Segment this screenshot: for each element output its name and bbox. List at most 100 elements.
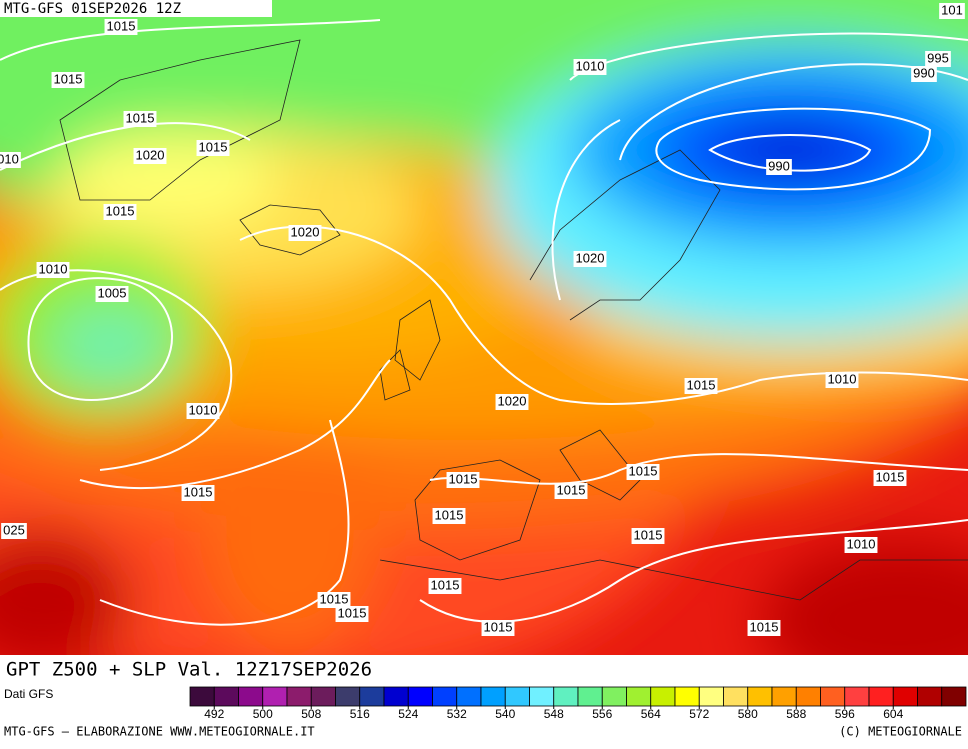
isobar-label: 025 [1,522,27,539]
isobar-label-text: 1015 [634,527,663,542]
colorbar-box [844,686,870,707]
isobar-label: 1005 [95,285,129,302]
isobar-label: 1015 [631,527,665,544]
height-field [0,0,968,655]
colorbar-box [286,686,312,707]
isobar-label: 1015 [626,463,660,480]
isobar-label: 1020 [133,147,167,164]
isobar-label-text: 1015 [449,471,478,486]
map-title: GPT Z500 + SLP Val. 12Z17SEP2026 [6,659,372,681]
isobar-label: 1015 [104,18,138,35]
colorbar-box [601,686,627,707]
colorbar-tick-label: 540 [495,707,515,721]
colorbar-tick-label: 516 [350,707,370,721]
colorbar-box [529,686,555,707]
isobar-label: 1015 [747,619,781,636]
isobar-label-text: 1015 [876,469,905,484]
isobar-label: 1020 [573,250,607,267]
isobar-label: 010 [0,151,21,168]
isobar-label-text: 1010 [828,371,857,386]
source-label: Dati GFS [4,687,53,701]
colorbar-box [553,686,579,707]
isobar-label-box [446,472,480,488]
colorbar-tick-label: 596 [835,707,855,721]
colorbar-box [917,686,943,707]
isobar-label-text: 1010 [189,402,218,417]
isobar-label-box [104,19,138,35]
isobar-label-text: 1020 [291,224,320,239]
colorbar-box [238,686,264,707]
isobar-label-box [825,372,859,388]
isobar-label: 1015 [873,469,907,486]
isobar-labels: 1015 1015 1015 1020 1015 010 1015 1020 1010 1005 1… [0,2,965,636]
isobar-label-text: 1015 [629,463,658,478]
colorbar-box [674,686,700,707]
isobar-label-box [747,620,781,636]
coastlines [59,39,968,601]
colorbar-box [698,686,724,707]
isobar-label-text: 1015 [484,619,513,634]
isobar-label: 990 [911,65,937,82]
isobar-label: 1015 [428,577,462,594]
isobar-label: 995 [925,50,951,67]
isobar-label-box [123,111,157,127]
isobar-label-box [766,159,792,175]
isobar-label-box [428,578,462,594]
isobar-label: 1010 [573,58,607,75]
colorbar-box [723,686,749,707]
colorbar-tick-label: 556 [592,707,612,721]
isobar-label-text: 1015 [435,507,464,522]
isobar-label-text: 1015 [199,139,228,154]
isobar-label-text: 1020 [136,147,165,162]
isobar-label-text: 1005 [98,285,127,300]
colorbar-box [383,686,409,707]
isobar-label-box [95,286,129,302]
colorbar-tick-label: 532 [447,707,467,721]
isobar-label: 990 [766,158,792,175]
isobar-label-box [844,537,878,553]
colorbar-tick-label: 604 [883,707,903,721]
isobar-label-text: 1010 [576,58,605,73]
isobar-label-text: 025 [3,522,25,537]
isobar-label: 1015 [446,471,480,488]
isobar-label-text: 995 [927,50,949,65]
colorbar-box [650,686,676,707]
colorbar-box [504,686,530,707]
isobar-label-box [939,3,965,19]
isobar-label-box [1,523,27,539]
run-label-box [0,0,272,17]
colorbar-tick-label: 524 [398,707,418,721]
colorbar-box [577,686,603,707]
isobar-label-text: 1015 [106,203,135,218]
isobar-label-text: 1015 [687,377,716,392]
colorbar-box [335,686,361,707]
colorbar-box [359,686,385,707]
isobar-label-box [196,140,230,156]
isobar-label-box [181,485,215,501]
colorbar-tick-label: 548 [544,707,564,721]
colorbar-tick-label: 588 [786,707,806,721]
colorbar-tick-label: 580 [738,707,758,721]
isobar-label-text: 1010 [847,536,876,551]
colorbar-box [747,686,773,707]
isobar-label-text: 010 [0,151,19,166]
isobar-label-box [36,262,70,278]
isobar-label-text: 1020 [498,393,527,408]
colorbar-tick-label: 564 [641,707,661,721]
isobar-label: 1015 [103,203,137,220]
isobar-label-text: 1015 [107,18,136,33]
isobar-label-text: 1015 [557,482,586,497]
footer-right: (C) METEOGIORNALE [839,725,962,739]
isobar-label-text: 1010 [39,261,68,276]
isobar-label: 101 [939,2,965,19]
colorbar-box [456,686,482,707]
colorbar-box [892,686,918,707]
isobar-label-text: 1015 [320,591,349,606]
isobar-label: 1015 [123,110,157,127]
isobar-label: 1015 [481,619,515,636]
isobar-label: 1020 [495,393,529,410]
isobar-label-text: 1020 [576,250,605,265]
isobar-label-box [631,528,665,544]
